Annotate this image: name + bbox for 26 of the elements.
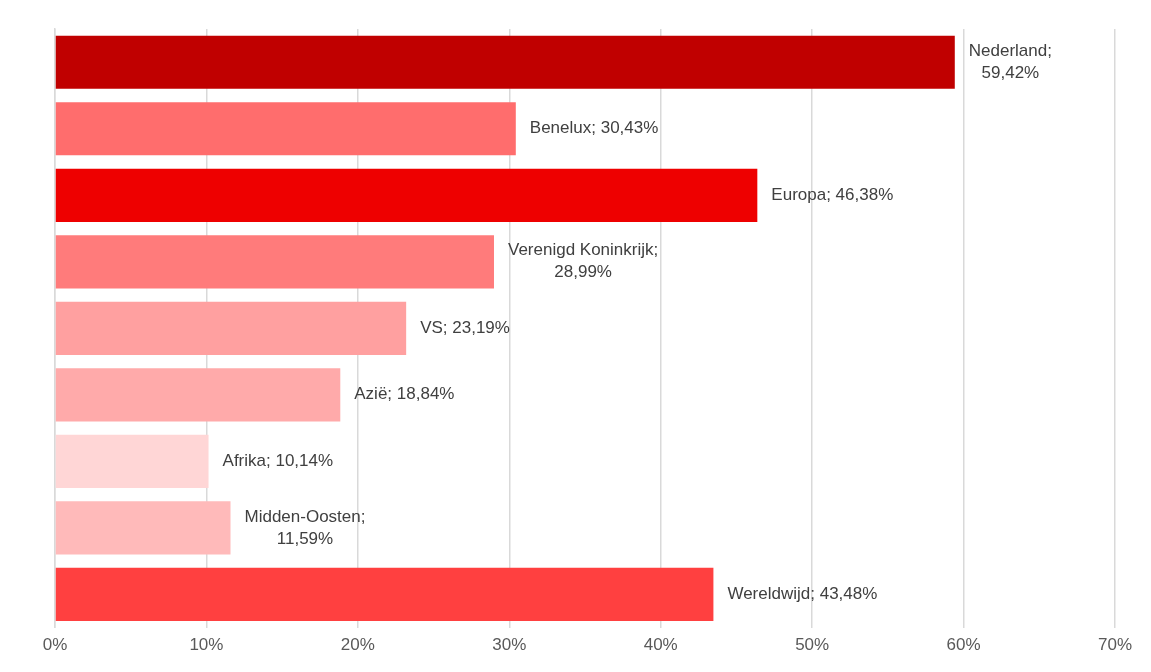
bar — [55, 35, 955, 89]
x-tick-label: 20% — [340, 635, 375, 655]
bar — [55, 168, 758, 222]
x-tick-label: 0% — [42, 635, 68, 655]
bar — [55, 434, 209, 488]
data-label: Europa; 46,38% — [771, 184, 894, 204]
bar — [55, 567, 714, 621]
bar — [55, 102, 516, 156]
data-label: Nederland; 59,42% — [968, 40, 1052, 82]
x-tick-label: 30% — [492, 635, 527, 655]
x-tick-label: 60% — [946, 635, 981, 655]
data-label: Verenigd Koninkrijk; 28,99% — [507, 240, 659, 282]
data-label: Midden-Oosten; 11,59% — [244, 506, 366, 548]
x-tick-label: 50% — [795, 635, 830, 655]
bar — [55, 301, 407, 355]
x-tick-label: 40% — [643, 635, 678, 655]
data-label: Afrika; 10,14% — [222, 451, 334, 471]
x-tick-label: 70% — [1097, 635, 1133, 655]
data-label: VS; 23,19% — [420, 317, 510, 337]
bar — [55, 368, 341, 422]
data-label: Wereldwijd; 43,48% — [727, 584, 878, 604]
data-label: Azië; 18,84% — [354, 384, 455, 404]
x-tick-label: 10% — [189, 635, 224, 655]
data-label: Benelux; 30,43% — [529, 118, 659, 138]
bar — [55, 501, 231, 555]
bar — [55, 235, 494, 289]
